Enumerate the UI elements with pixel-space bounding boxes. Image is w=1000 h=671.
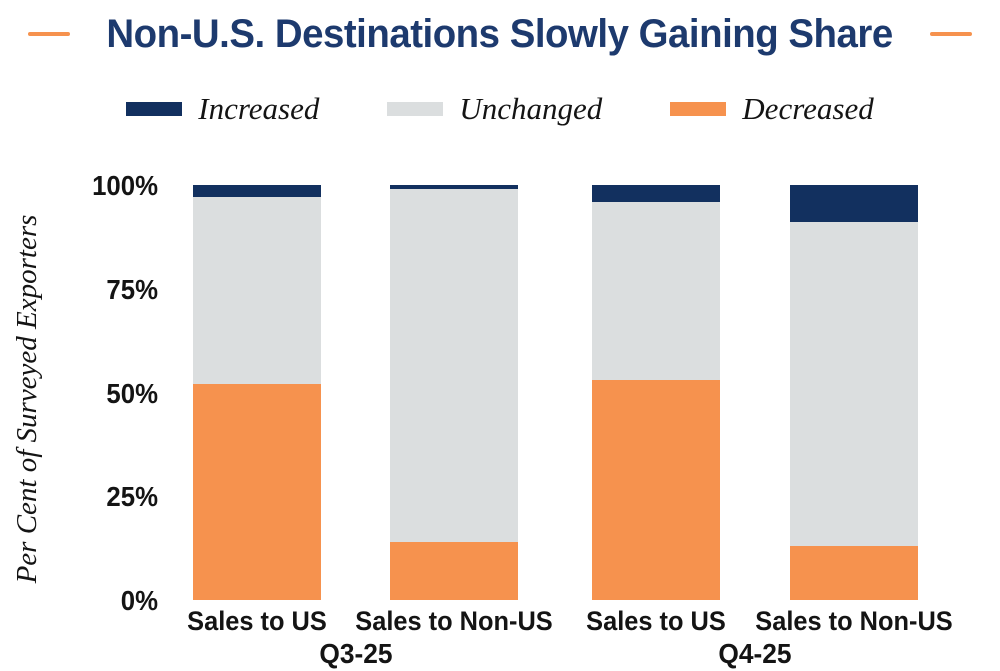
bar-segment-decreased-bar1 xyxy=(193,384,321,600)
y-axis-title: Per Cent of Surveyed Exporters xyxy=(11,214,43,584)
x-category-label-1: Sales to US xyxy=(187,606,327,636)
chart-title: Non-U.S. Destinations Slowly Gaining Sha… xyxy=(106,11,894,56)
legend-label: Increased xyxy=(198,91,320,126)
legend-item-unchanged: Unchanged xyxy=(387,91,602,127)
bar-segment-increased-bar2 xyxy=(390,185,518,190)
x-category-label-4: Sales to Non-US xyxy=(755,606,953,636)
legend-swatch-unchanged xyxy=(387,102,444,116)
bar-segment-unchanged-bar3 xyxy=(592,201,720,381)
y-tick-50pct: 50% xyxy=(106,377,158,409)
legend-item-decreased: Decreased xyxy=(670,91,874,127)
legend-swatch-increased xyxy=(126,102,183,116)
bar-segment-decreased-bar4 xyxy=(790,546,918,600)
chart-legend: Increased Unchanged Decreased xyxy=(0,88,1000,130)
chart-title-row: Non-U.S. Destinations Slowly Gaining Sha… xyxy=(0,6,1000,62)
legend-swatch-decreased xyxy=(670,102,727,116)
title-left-dash xyxy=(28,32,71,36)
bar-segment-unchanged-bar2 xyxy=(390,189,518,542)
y-tick-75pct: 75% xyxy=(106,273,158,305)
title-right-dash xyxy=(929,32,972,36)
bar-segment-increased-bar1 xyxy=(193,185,321,198)
x-category-label-3: Sales to US xyxy=(586,606,726,636)
y-tick-25pct: 25% xyxy=(106,481,158,513)
bar-segment-increased-bar3 xyxy=(592,185,720,202)
bar-segment-unchanged-bar4 xyxy=(790,222,918,547)
legend-label: Decreased xyxy=(742,91,874,126)
bar-segment-decreased-bar2 xyxy=(390,541,518,600)
legend-label: Unchanged xyxy=(459,91,603,126)
x-group-label-q4-25: Q4-25 xyxy=(718,638,792,669)
bar-segment-unchanged-bar1 xyxy=(193,197,321,385)
y-tick-0pct: 0% xyxy=(120,585,158,616)
x-category-label-2: Sales to Non-US xyxy=(355,606,553,636)
legend-item-increased: Increased xyxy=(126,91,319,127)
bar-segment-increased-bar4 xyxy=(790,185,918,223)
y-tick-100pct: 100% xyxy=(92,170,158,201)
bar-segment-decreased-bar3 xyxy=(592,380,720,600)
x-group-label-q3-25: Q3-25 xyxy=(318,638,393,669)
